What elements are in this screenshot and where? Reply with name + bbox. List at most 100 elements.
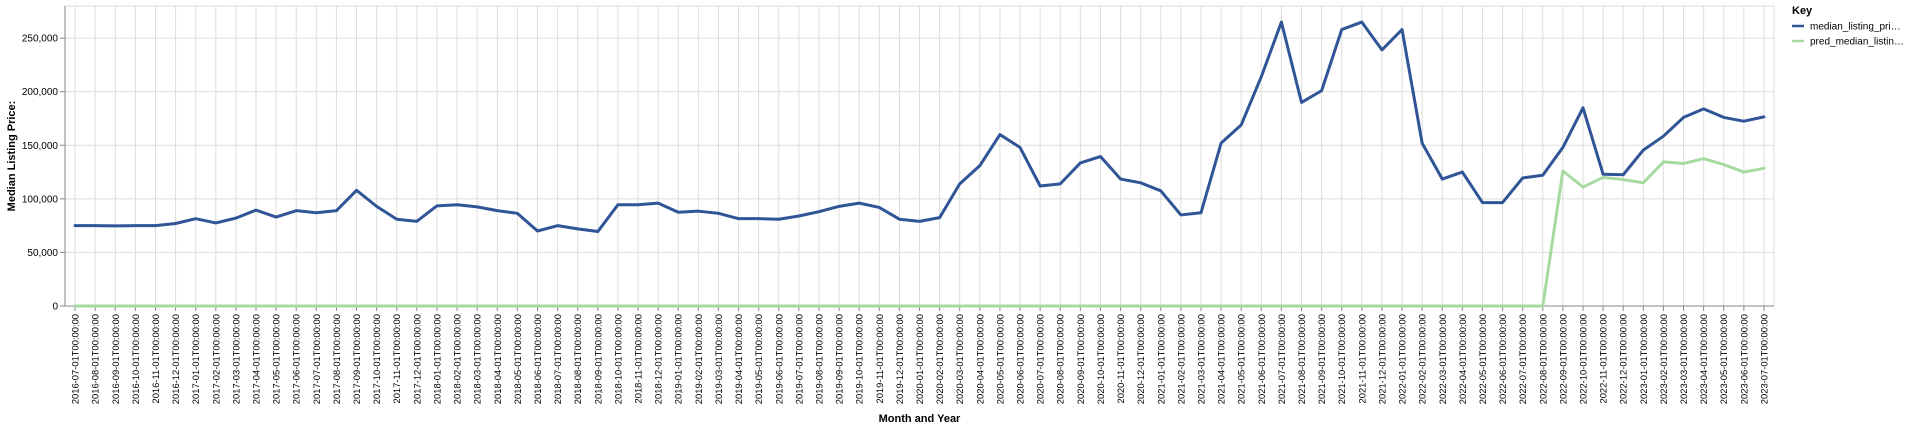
y-tick-label: 150,000 — [22, 141, 59, 152]
x-tick-label: 2018-01-01T00:00:00 — [431, 314, 442, 404]
x-tick-label: 2022-12-01T00:00:00 — [1618, 314, 1629, 404]
series-line — [73, 157, 1766, 308]
x-tick-label: 2017-04-01T00:00:00 — [251, 314, 262, 404]
series-lines — [73, 20, 1766, 308]
x-tick-label: 2023-03-01T00:00:00 — [1678, 314, 1689, 404]
x-tick-label: 2016-07-01T00:00:00 — [70, 314, 81, 404]
x-tick-label: 2019-12-01T00:00:00 — [894, 314, 905, 404]
x-tick-label: 2020-08-01T00:00:00 — [1055, 314, 1066, 404]
x-tick-label: 2020-09-01T00:00:00 — [1075, 314, 1086, 404]
y-tick-label: 0 — [52, 302, 58, 313]
x-tick-label: 2020-07-01T00:00:00 — [1035, 314, 1046, 404]
x-tick-label: 2017-02-01T00:00:00 — [210, 314, 221, 404]
x-tick-label: 2019-10-01T00:00:00 — [854, 314, 865, 404]
x-tick-label: 2023-01-01T00:00:00 — [1638, 314, 1649, 404]
y-tick-label: 250,000 — [22, 34, 59, 45]
x-tick-label: 2021-04-01T00:00:00 — [1216, 314, 1227, 404]
x-tick-label: 2022-07-01T00:00:00 — [1517, 314, 1528, 404]
x-tick-label: 2018-03-01T00:00:00 — [472, 314, 483, 404]
x-tick-label: 2017-01-01T00:00:00 — [190, 314, 201, 404]
x-tick-label: 2021-02-01T00:00:00 — [1175, 314, 1186, 404]
x-tick-label: 2018-02-01T00:00:00 — [452, 314, 463, 404]
x-tick-label: 2019-08-01T00:00:00 — [813, 314, 824, 404]
x-tick-label: 2021-12-01T00:00:00 — [1376, 314, 1387, 404]
x-tick-label: 2021-07-01T00:00:00 — [1276, 314, 1287, 404]
x-tick-label: 2016-10-01T00:00:00 — [130, 314, 141, 404]
x-axis-title: Month and Year — [879, 413, 961, 425]
x-tick-label: 2022-04-01T00:00:00 — [1457, 314, 1468, 404]
x-tick-label: 2022-03-01T00:00:00 — [1437, 314, 1448, 404]
x-tick-label: 2020-10-01T00:00:00 — [1095, 314, 1106, 404]
x-tick-label: 2018-06-01T00:00:00 — [532, 314, 543, 404]
x-tick-label: 2020-11-01T00:00:00 — [1115, 314, 1126, 403]
x-tick-label: 2019-06-01T00:00:00 — [773, 314, 784, 404]
x-tick-label: 2017-11-01T00:00:00 — [391, 314, 402, 403]
x-tick-label: 2019-11-01T00:00:00 — [874, 314, 885, 403]
x-tick-label: 2020-03-01T00:00:00 — [954, 314, 965, 404]
x-tick-label: 2020-06-01T00:00:00 — [1015, 314, 1026, 404]
x-tick-label: 2021-05-01T00:00:00 — [1236, 314, 1247, 404]
x-tick-label: 2019-04-01T00:00:00 — [733, 314, 744, 404]
x-tick-label: 2018-04-01T00:00:00 — [492, 314, 503, 404]
x-tick-label: 2019-03-01T00:00:00 — [713, 314, 724, 404]
y-tick-label: 50,000 — [27, 248, 58, 259]
x-tick-label: 2023-02-01T00:00:00 — [1658, 314, 1669, 404]
gridlines — [64, 5, 1775, 307]
x-tick-label: 2018-12-01T00:00:00 — [653, 314, 664, 404]
x-tick-label: 2019-07-01T00:00:00 — [793, 314, 804, 404]
x-tick-label: 2017-05-01T00:00:00 — [271, 314, 282, 404]
x-tick-label: 2017-03-01T00:00:00 — [230, 314, 241, 404]
x-tick-label: 2021-11-01T00:00:00 — [1356, 314, 1367, 403]
x-tick-label: 2022-08-01T00:00:00 — [1537, 314, 1548, 404]
x-tick-label: 2017-06-01T00:00:00 — [291, 314, 302, 404]
x-tick-label: 2018-07-01T00:00:00 — [552, 314, 563, 404]
x-tick-label: 2021-06-01T00:00:00 — [1256, 314, 1267, 404]
x-tick-label: 2020-05-01T00:00:00 — [994, 314, 1005, 404]
x-tick-label: 2021-09-01T00:00:00 — [1316, 314, 1327, 404]
x-tick-label: 2017-08-01T00:00:00 — [331, 314, 342, 404]
x-tick-label: 2019-02-01T00:00:00 — [693, 314, 704, 404]
legend-label: pred_median_listin… — [1810, 37, 1904, 48]
x-tick-label: 2020-02-01T00:00:00 — [934, 314, 945, 404]
legend: Key median_listing_pri… pred_median_listi… — [1792, 5, 1904, 48]
legend-title: Key — [1792, 5, 1813, 17]
x-tick-label: 2018-11-01T00:00:00 — [633, 314, 644, 403]
y-tick-label: 100,000 — [22, 194, 59, 205]
x-tick-label: 2021-10-01T00:00:00 — [1336, 314, 1347, 404]
x-tick-label: 2018-05-01T00:00:00 — [512, 314, 523, 404]
x-tick-label: 2022-09-01T00:00:00 — [1557, 314, 1568, 404]
x-tick-label: 2022-01-01T00:00:00 — [1397, 314, 1408, 404]
x-tick-label: 2021-03-01T00:00:00 — [1195, 314, 1206, 404]
x-tick-label: 2018-09-01T00:00:00 — [592, 314, 603, 404]
x-tick-label: 2023-05-01T00:00:00 — [1718, 314, 1729, 404]
x-tick-label: 2017-12-01T00:00:00 — [411, 314, 422, 404]
y-axis-title: Median Listing Price: — [6, 101, 18, 212]
x-tick-label: 2017-07-01T00:00:00 — [311, 314, 322, 404]
x-tick-label: 2023-06-01T00:00:00 — [1738, 314, 1749, 404]
x-tick-label: 2020-01-01T00:00:00 — [914, 314, 925, 404]
x-tick-label: 2022-10-01T00:00:00 — [1577, 314, 1588, 404]
x-tick-label: 2016-09-01T00:00:00 — [110, 314, 121, 404]
x-tick-label: 2021-01-01T00:00:00 — [1155, 314, 1166, 404]
x-tick-label: 2022-02-01T00:00:00 — [1417, 314, 1428, 404]
x-tick-label: 2022-05-01T00:00:00 — [1477, 314, 1488, 404]
x-tick-label: 2018-08-01T00:00:00 — [572, 314, 583, 404]
x-tick-label: 2019-05-01T00:00:00 — [753, 314, 764, 404]
x-tick-label: 2023-07-01T00:00:00 — [1758, 314, 1769, 404]
x-tick-label: 2017-09-01T00:00:00 — [351, 314, 362, 404]
x-tick-label: 2017-10-01T00:00:00 — [371, 314, 382, 404]
x-tick-label: 2016-11-01T00:00:00 — [150, 314, 161, 403]
x-tick-label: 2019-09-01T00:00:00 — [834, 314, 845, 404]
series-line — [73, 20, 1766, 234]
x-tick-label: 2021-08-01T00:00:00 — [1296, 314, 1307, 404]
x-tick-label: 2022-06-01T00:00:00 — [1497, 314, 1508, 404]
y-tick-label: 200,000 — [22, 87, 59, 98]
x-tick-label: 2018-10-01T00:00:00 — [612, 314, 623, 404]
x-tick-label: 2023-04-01T00:00:00 — [1698, 314, 1709, 404]
legend-label: median_listing_pri… — [1810, 22, 1901, 33]
x-tick-label: 2020-04-01T00:00:00 — [974, 314, 985, 404]
x-tick-label: 2020-12-01T00:00:00 — [1135, 314, 1146, 404]
x-tick-label: 2016-08-01T00:00:00 — [90, 314, 101, 404]
